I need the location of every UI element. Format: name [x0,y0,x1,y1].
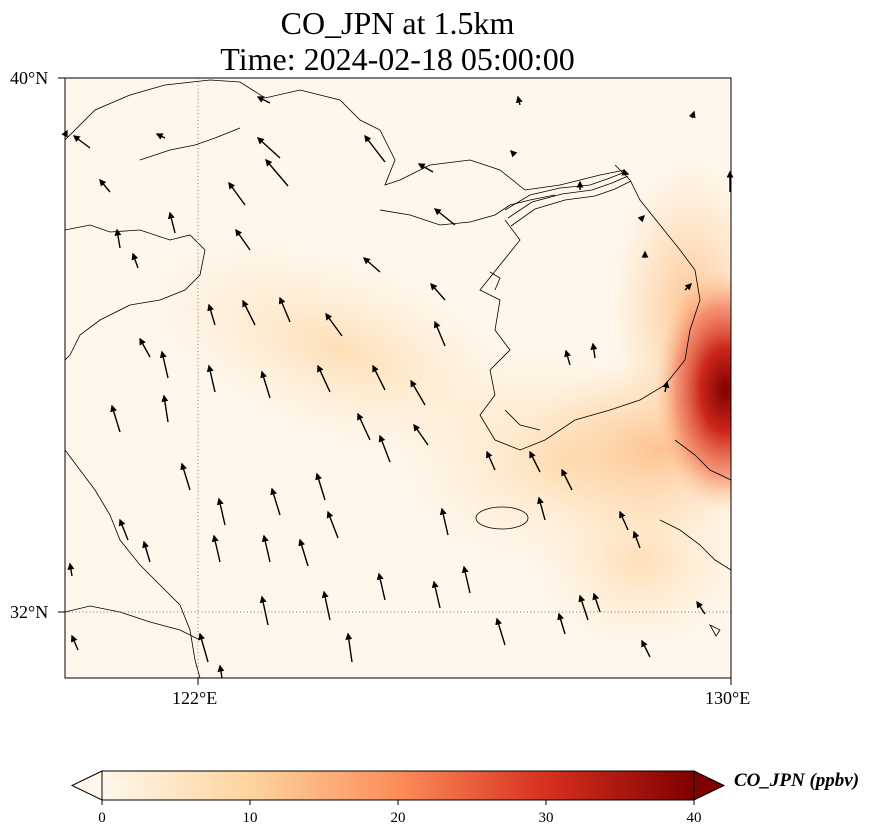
wind-arrow [430,282,446,301]
wind-arrow [557,612,566,635]
wind-arrow [211,534,221,563]
wind-arrow [228,181,246,206]
wind-arrow [317,364,331,393]
wind-arrow [564,349,571,366]
wind-arrow [684,283,692,291]
map-frame [64,77,732,679]
wind-arrow [217,664,225,679]
wind-arrow [364,134,386,163]
wind-arrow [315,472,326,501]
colorbar-gradient [102,771,694,800]
colorbar-tick-30: 30 [538,810,554,826]
wind-arrow [619,510,629,531]
colorbar-max-extend [693,770,726,801]
wind-arrow [495,617,506,646]
wind-arrow [110,404,121,433]
wind-arrow [561,468,573,491]
wind-arrow [131,252,139,269]
wind-arrow [413,423,429,446]
wind-arrow [118,518,129,541]
wind-arrow [256,137,281,159]
colorbar-tick-40: 40 [686,810,702,826]
colorbar-tick-20: 20 [390,810,406,826]
wind-arrow [99,178,111,193]
wind-arrow [321,590,331,621]
wind-arrow [641,639,651,658]
colorbar-label: CO_JPN (ppbv) [734,770,860,791]
wind-arrow [256,96,271,104]
wind-arrow [410,379,426,406]
wind-arrow [461,565,471,594]
wind-arrow [216,497,226,526]
wind-vectors [61,95,734,679]
wind-arrow [433,320,446,347]
co-concentration-field [65,78,731,678]
wind-arrow [362,257,381,273]
lon-label-122e: 122°E [172,688,218,708]
wind-arrow [578,594,589,621]
wind-arrow [67,562,75,577]
wind-arrow [242,299,256,326]
colorbar [70,770,726,805]
wind-arrow [696,600,706,615]
wind-arrow [486,450,496,471]
wind-arrow [529,450,541,473]
wind-arrow [270,487,281,516]
colorbar-tick-10: 10 [242,810,258,826]
wind-arrow [70,634,79,651]
wind-arrow [376,572,386,601]
wind-arrow [155,133,166,140]
wind-arrow [207,303,216,326]
wind-arrow [439,507,449,536]
wind-arrow [433,208,456,226]
wind-arrow [592,592,601,613]
wind-arrow [510,150,518,158]
wind-arrow [259,595,269,626]
wind-arrow [515,95,523,106]
wind-arrow [206,364,216,393]
coastlines [65,79,731,678]
plot-title-line1: CO_JPN at 1.5km [280,5,515,41]
lat-label-32n: 32°N [10,602,49,622]
axis-ticks [58,77,732,685]
wind-arrow [265,158,289,187]
wind-arrow [345,632,353,663]
wind-arrow [298,538,309,567]
wind-arrow [142,540,151,563]
wind-arrow [167,211,176,234]
wind-arrow [139,337,151,358]
wind-arrow [537,496,546,521]
wind-arrow [235,228,251,251]
wind-arrow [357,412,371,441]
colorbar-tick-0: 0 [98,810,106,826]
wind-arrow [662,380,670,393]
lat-label-40n: 40°N [10,68,49,88]
wind-arrow [431,580,441,609]
wind-arrow [260,370,271,399]
wind-arrow [114,228,122,249]
wind-arrow [278,296,291,323]
wind-arrow [161,394,169,423]
wind-arrow [180,462,191,491]
wind-arrow [632,530,641,549]
wind-arrow [159,350,169,379]
colorbar-min-extend [70,770,103,801]
gridlines [65,78,731,678]
lon-label-130e: 130°E [705,688,751,708]
wind-arrow [261,534,271,563]
wind-arrow [621,168,630,176]
wind-arrow [198,632,209,663]
wind-arrow [325,312,343,337]
wind-arrow [326,510,339,539]
wind-arrow [72,135,91,149]
wind-arrow [417,163,434,173]
wind-arrow [378,434,391,463]
wind-arrow [590,342,598,359]
wind-arrow [637,215,645,223]
wind-arrow [372,364,386,391]
wind-arrow [688,110,696,119]
plot-title-line2: Time: 2024-02-18 05:00:00 [220,41,575,77]
border-line [504,171,632,227]
